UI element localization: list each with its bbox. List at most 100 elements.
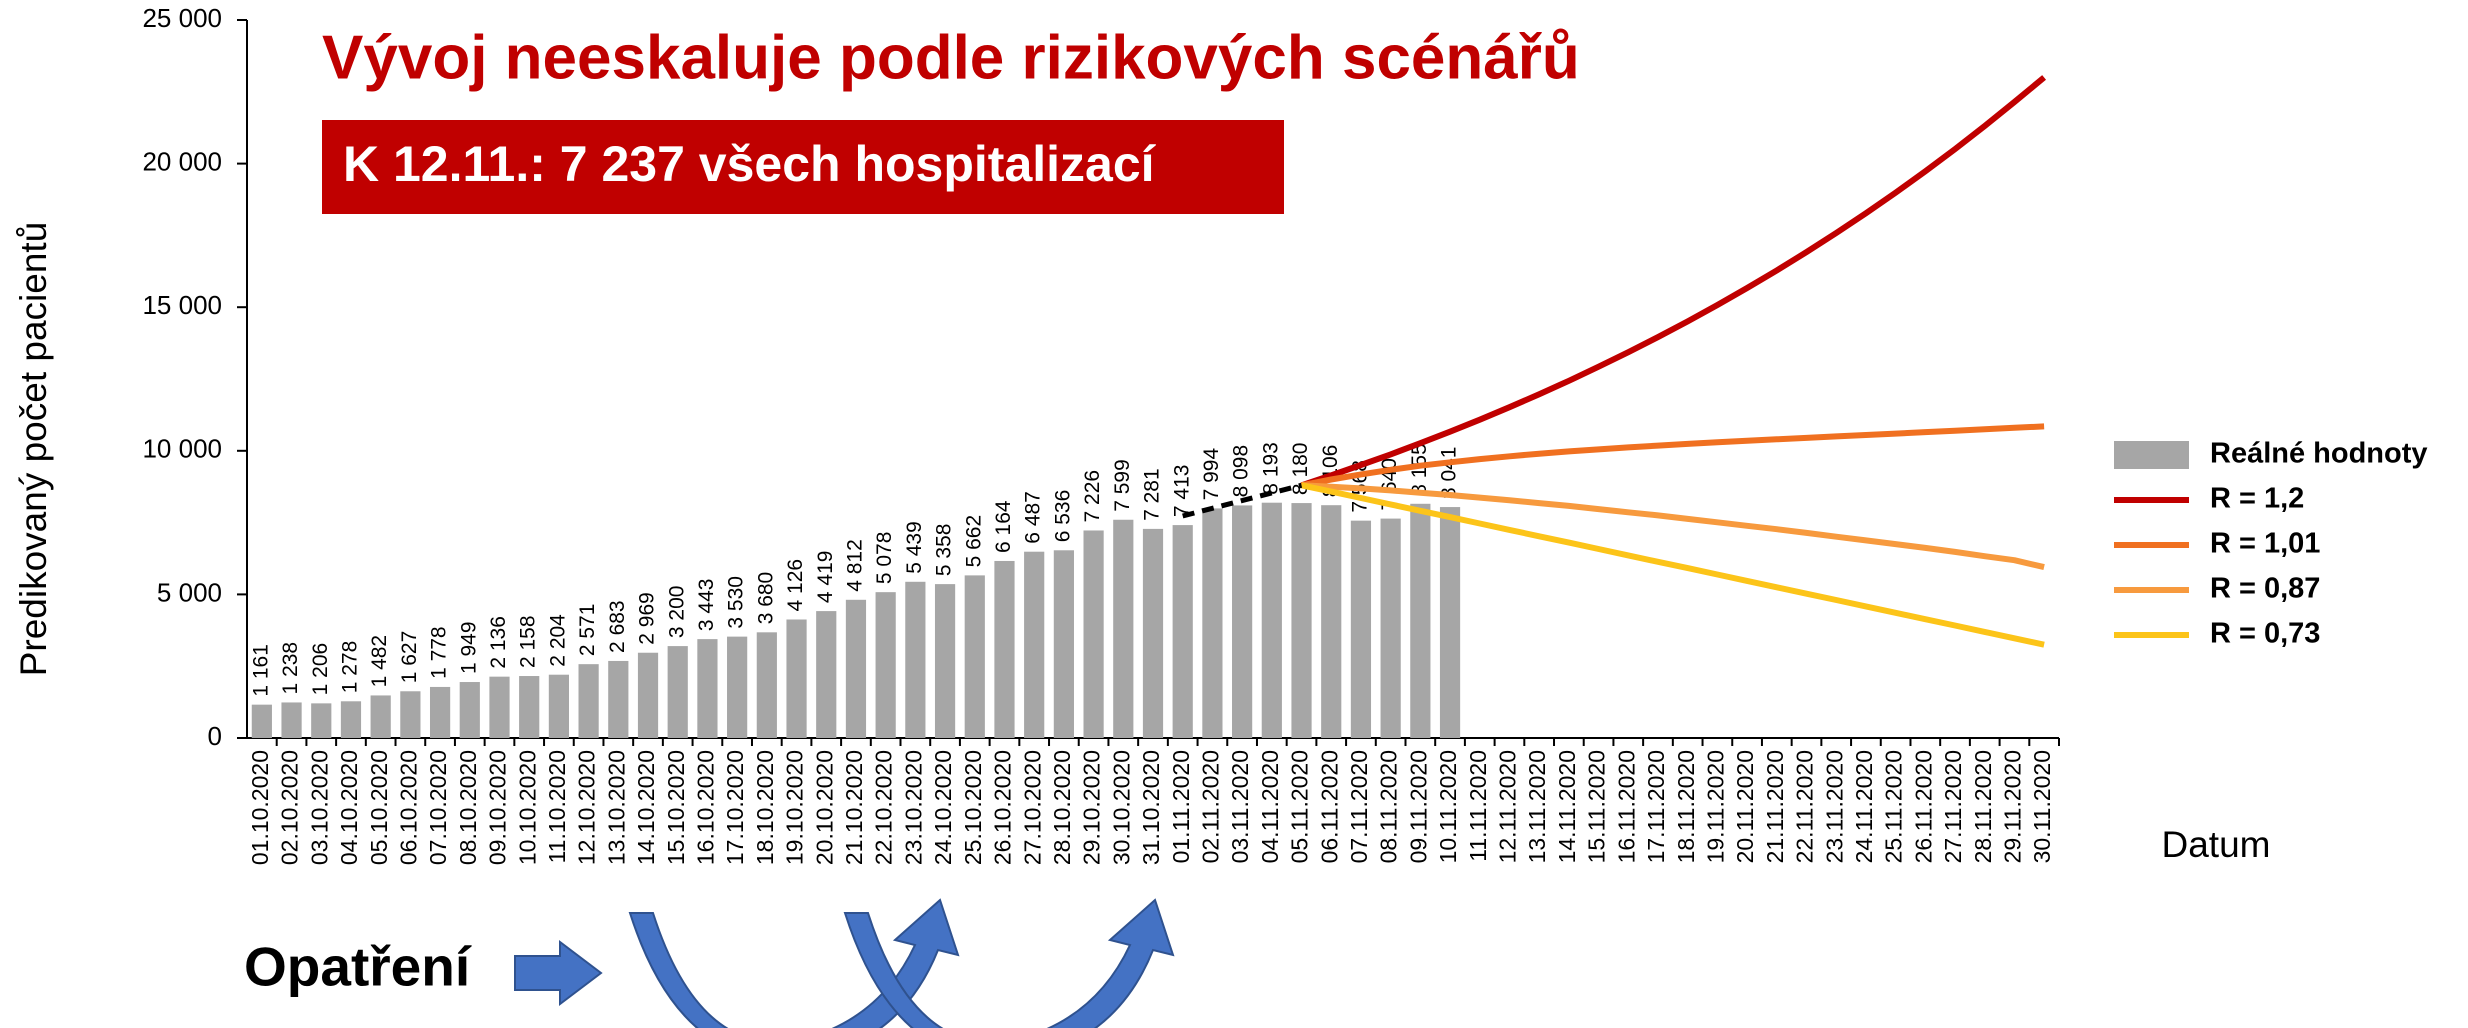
x-tick-label: 25.10.2020 — [960, 750, 986, 865]
x-tick-label: 03.11.2020 — [1227, 750, 1253, 863]
bar — [1261, 502, 1282, 738]
x-tick-label: 12.11.2020 — [1495, 750, 1521, 863]
legend-label: Reálné hodnoty — [2210, 438, 2428, 470]
bar — [637, 652, 659, 738]
legend-label: R = 0,87 — [2210, 573, 2320, 605]
data-label: 8 098 — [1230, 445, 1253, 498]
x-tick-label: 18.11.2020 — [1673, 750, 1699, 863]
y-tick-label: 5 000 — [157, 577, 222, 607]
x-tick-label: 01.11.2020 — [1168, 750, 1194, 863]
line — [1300, 75, 2047, 489]
data-label: 8 193 — [1259, 442, 1282, 495]
x-tick-label: 29.11.2020 — [2000, 750, 2026, 863]
x-tick-label: 27.10.2020 — [1019, 750, 1045, 865]
x-tick-label: 04.11.2020 — [1257, 750, 1283, 863]
bar — [578, 664, 599, 738]
x-tick-label: 07.11.2020 — [1346, 750, 1372, 863]
data-label: 1 482 — [368, 635, 391, 688]
x-tick-label: 10.11.2020 — [1435, 750, 1461, 863]
x-tick-label: 15.10.2020 — [663, 750, 689, 865]
bar — [1113, 519, 1134, 738]
data-label: 2 683 — [606, 600, 629, 653]
bar — [667, 646, 688, 738]
bar — [370, 695, 391, 738]
bar — [697, 639, 718, 738]
x-tick-label: 16.10.2020 — [693, 750, 719, 865]
data-label: 5 662 — [962, 515, 985, 568]
y-axis-label: Predikovaný počet pacientů — [13, 222, 54, 677]
data-label: 3 200 — [665, 586, 688, 639]
x-tick-label: 30.11.2020 — [2029, 750, 2055, 863]
legend-label: R = 0,73 — [2210, 618, 2320, 650]
y-tick-label: 25 000 — [142, 3, 222, 33]
data-label: 2 136 — [487, 616, 510, 669]
x-tick-label: 17.10.2020 — [722, 750, 748, 865]
x-tick-label: 28.11.2020 — [1970, 750, 1996, 863]
bar — [1083, 530, 1104, 738]
y-tick-label: 20 000 — [142, 146, 222, 176]
bar — [875, 592, 896, 738]
x-tick-label: 11.10.2020 — [544, 750, 570, 863]
x-tick-label: 19.11.2020 — [1702, 750, 1728, 863]
data-label: 2 571 — [576, 604, 599, 657]
x-tick-label: 28.10.2020 — [1049, 750, 1075, 865]
x-axis-label: Datum — [2162, 824, 2271, 865]
data-label: 6 536 — [1051, 490, 1074, 543]
data-label: 4 419 — [814, 551, 837, 604]
headline-box — [322, 120, 1284, 214]
x-tick-label: 17.11.2020 — [1643, 750, 1669, 863]
data-label: 3 530 — [725, 576, 748, 629]
bar — [1202, 508, 1223, 738]
data-label: 5 078 — [873, 532, 896, 585]
data-label: 2 158 — [517, 615, 540, 668]
x-tick-label: 22.11.2020 — [1792, 750, 1818, 863]
x-tick-label: 22.10.2020 — [871, 750, 897, 865]
chart-title: Vývoj neeskaluje podle rizikových scénář… — [322, 23, 1580, 92]
x-tick-label: 09.11.2020 — [1405, 750, 1431, 863]
x-tick-label: 13.10.2020 — [603, 750, 629, 865]
x-tick-label: 19.10.2020 — [782, 750, 808, 865]
x-tick-label: 02.11.2020 — [1197, 750, 1223, 863]
data-label: 7 281 — [1141, 468, 1164, 521]
x-tick-label: 01.10.2020 — [247, 750, 273, 865]
data-label: 1 778 — [428, 626, 451, 679]
bar — [934, 584, 956, 738]
bar — [340, 701, 362, 738]
curved-arrow — [628, 898, 960, 1028]
data-label: 7 413 — [1170, 465, 1193, 518]
bar — [608, 660, 629, 738]
x-tick-label: 24.10.2020 — [930, 750, 956, 865]
x-tick-label: 31.10.2020 — [1138, 750, 1164, 865]
data-label: 3 680 — [754, 572, 777, 625]
curved-arrow — [843, 898, 1175, 1028]
x-tick-label: 29.10.2020 — [1079, 750, 1105, 865]
data-label: 6 164 — [992, 500, 1015, 553]
data-label: 3 443 — [695, 579, 718, 632]
bar — [519, 676, 540, 738]
data-label: 1 278 — [339, 641, 362, 694]
x-tick-label: 26.10.2020 — [990, 750, 1016, 865]
measures-label: Opatření — [244, 936, 472, 998]
bar — [994, 560, 1015, 738]
data-label: 4 812 — [843, 539, 866, 592]
x-tick-label: 07.10.2020 — [425, 750, 451, 865]
x-tick-label: 05.10.2020 — [366, 750, 392, 865]
bar — [1350, 520, 1372, 738]
bar — [756, 632, 777, 738]
x-tick-label: 15.11.2020 — [1584, 750, 1610, 863]
x-tick-label: 12.10.2020 — [574, 750, 600, 865]
data-label: 7 599 — [1111, 459, 1134, 512]
bar — [1410, 503, 1431, 738]
bar — [786, 619, 807, 738]
x-tick-label: 06.10.2020 — [395, 750, 421, 865]
x-tick-label: 14.11.2020 — [1554, 750, 1580, 863]
data-label: 6 487 — [1022, 491, 1045, 544]
data-label: 2 969 — [636, 592, 659, 645]
line — [1182, 482, 1303, 519]
bar — [251, 704, 272, 738]
y-tick-label: 15 000 — [142, 290, 222, 320]
x-tick-label: 25.11.2020 — [1881, 750, 1907, 863]
x-tick-label: 27.11.2020 — [1940, 750, 1966, 863]
y-tick-label: 0 — [208, 721, 222, 751]
